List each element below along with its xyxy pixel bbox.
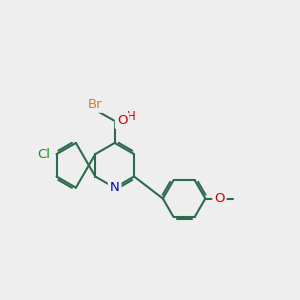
Text: N: N [110,181,119,194]
Text: O: O [117,114,127,127]
Text: O: O [214,192,225,205]
Text: H: H [127,110,135,123]
Text: Cl: Cl [37,148,50,160]
Text: Br: Br [87,98,102,111]
